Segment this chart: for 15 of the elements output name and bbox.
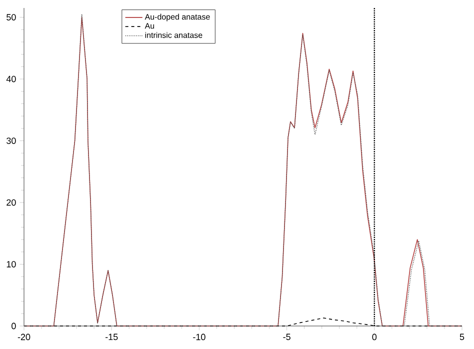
legend-label: Au-doped anatase	[144, 14, 210, 22]
y-tick-label: 30	[6, 138, 16, 144]
y-tick-label: 0	[12, 322, 16, 330]
legend-label: intrinsic anatase	[145, 32, 202, 38]
x-tick-label: 5	[460, 334, 464, 340]
y-tick-label: 50	[6, 14, 16, 20]
x-tick-label: -5	[283, 334, 290, 340]
y-tick-label: 20	[6, 199, 16, 206]
legend-label: Au	[144, 23, 154, 29]
x-tick-label: -10	[193, 334, 206, 340]
x-tick-label: 0	[372, 334, 377, 340]
x-tick-label: -15	[106, 334, 118, 340]
y-tick-label: 10	[6, 261, 16, 268]
x-tick-label: -20	[18, 334, 30, 340]
y-tick-label: 40	[6, 76, 16, 82]
